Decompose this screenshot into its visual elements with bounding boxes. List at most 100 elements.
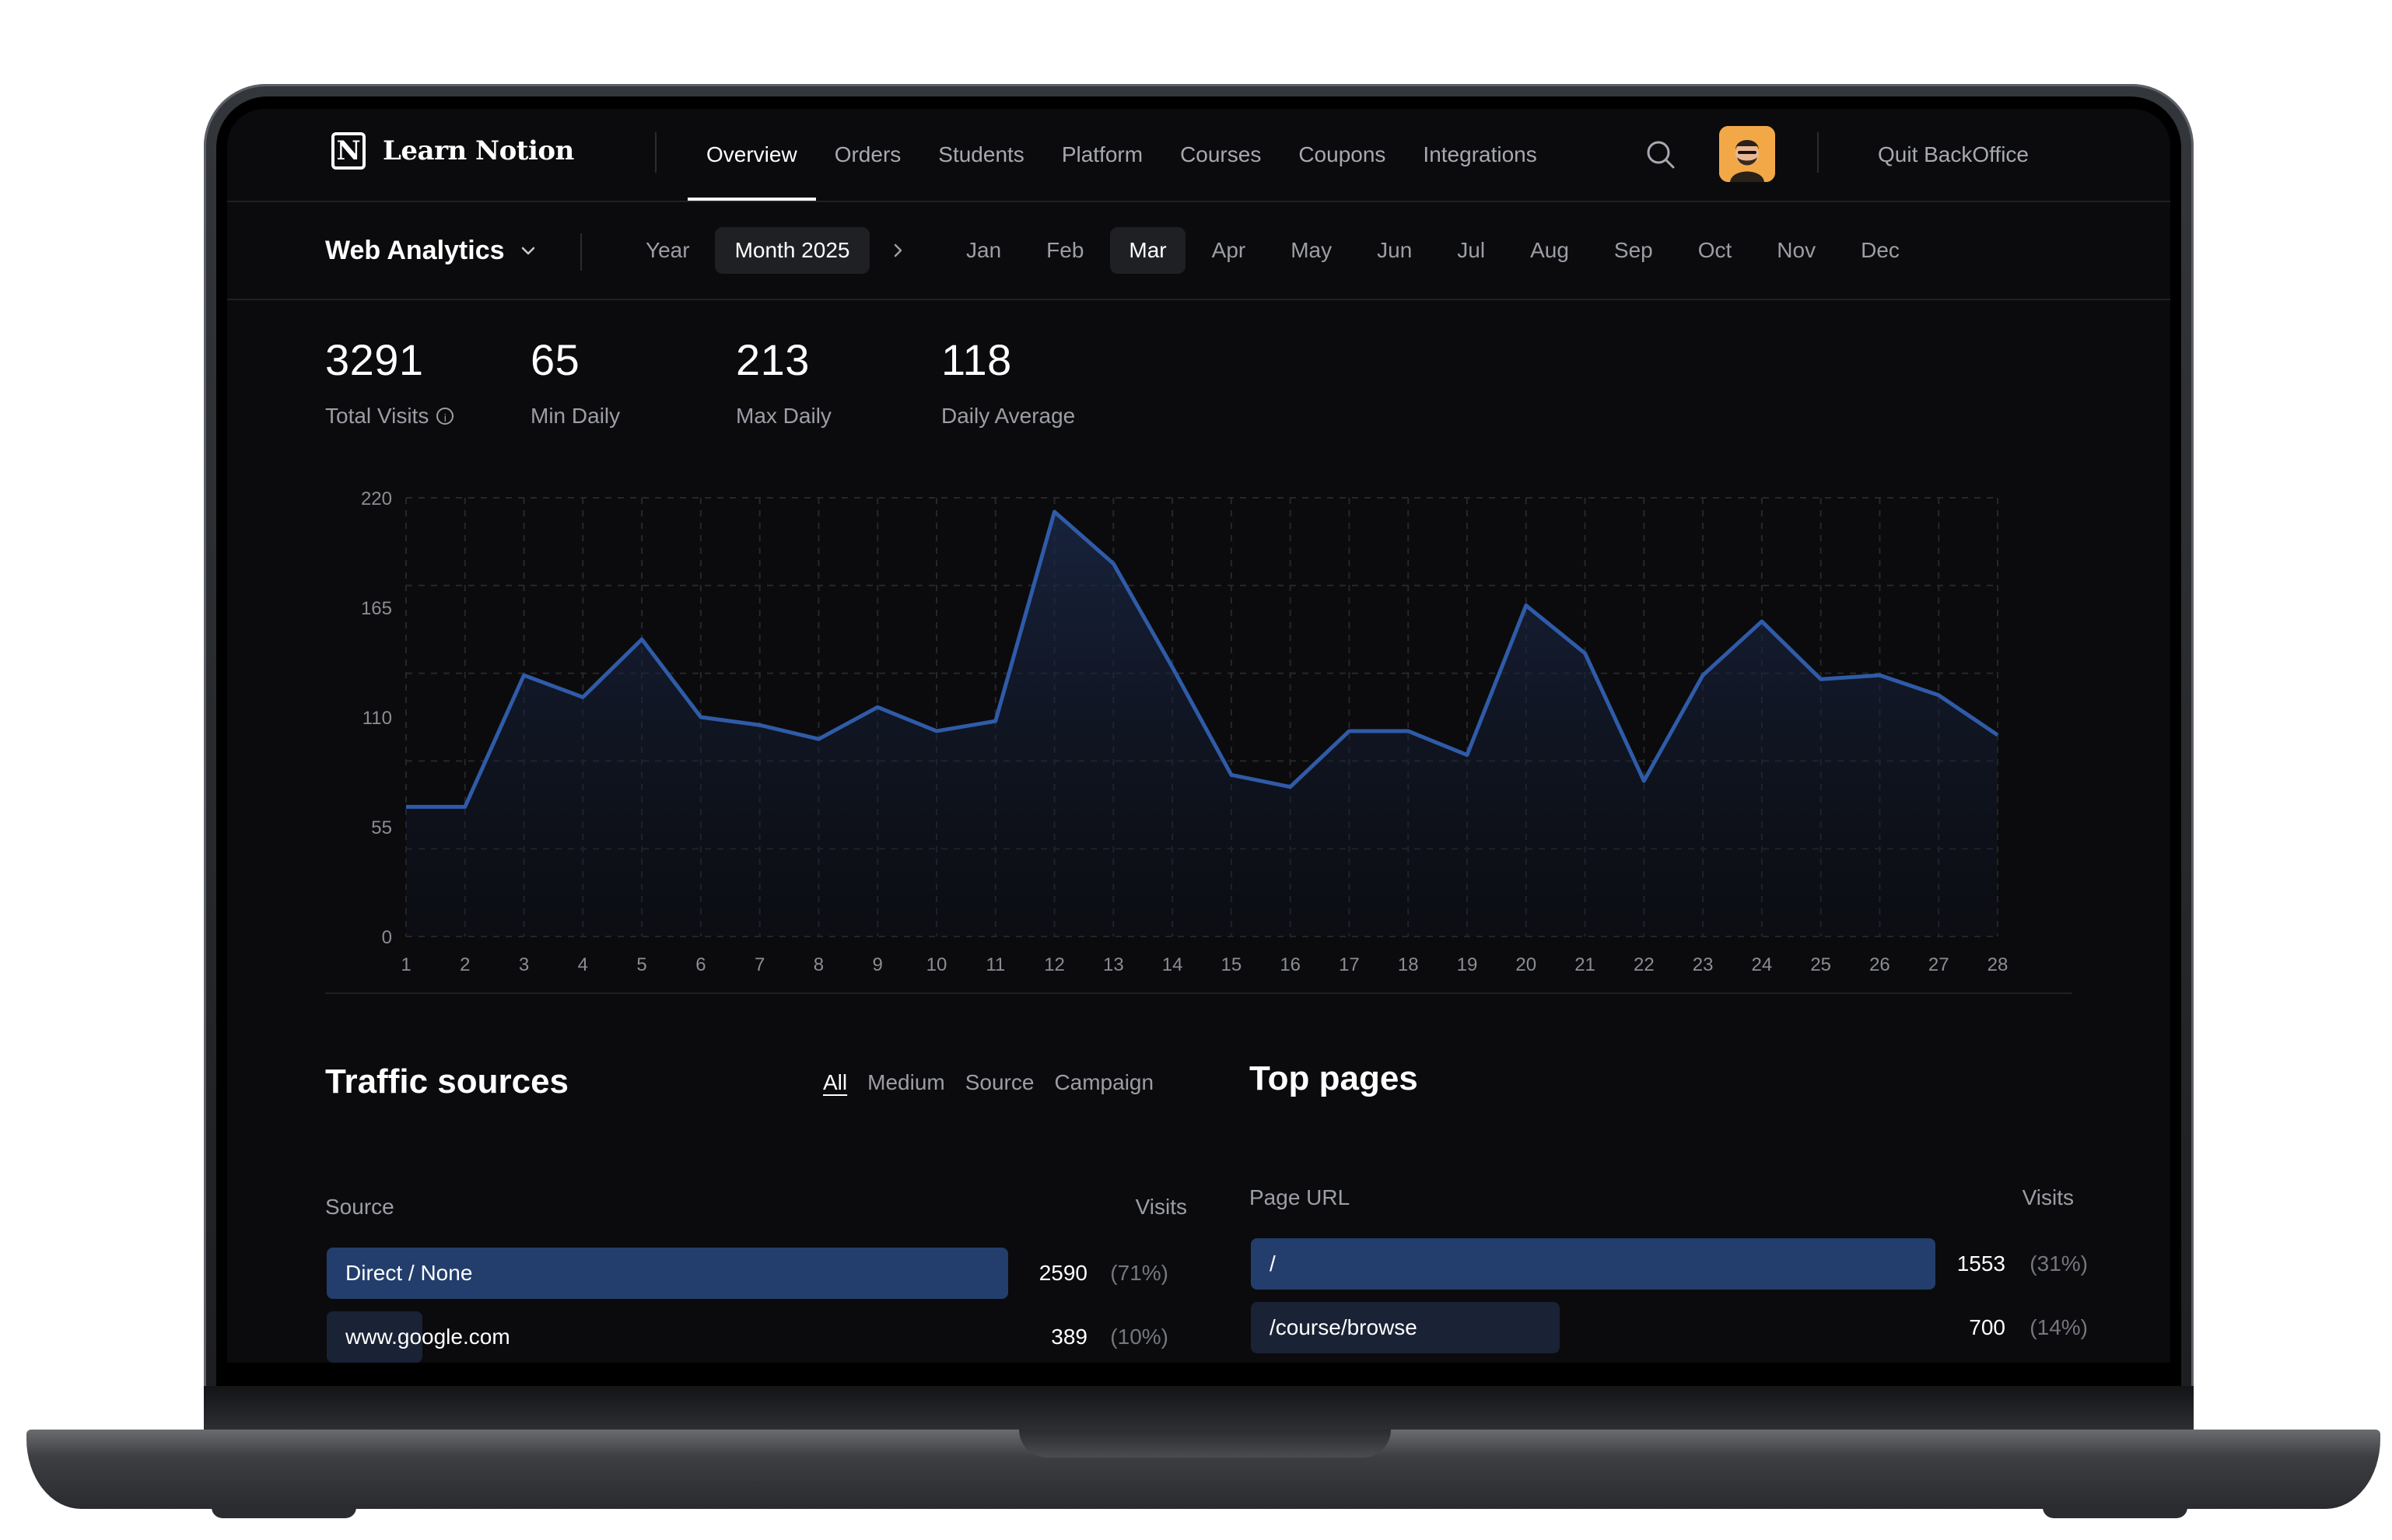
chevron-right-icon[interactable] <box>882 235 913 266</box>
section-divider <box>325 992 2072 994</box>
x-tick-label: 27 <box>1928 954 1949 975</box>
brand-name: Learn Notion <box>383 135 574 166</box>
period-tab-year[interactable]: Year <box>646 238 690 262</box>
stat-value: 213 <box>736 335 810 384</box>
nav-item-orders[interactable]: Orders <box>834 142 902 166</box>
x-tick-label: 5 <box>636 954 646 975</box>
row-visits: 2590 <box>1038 1261 1087 1285</box>
month-tab-jan[interactable]: Jan <box>966 238 1002 262</box>
nav-item-students[interactable]: Students <box>938 142 1024 166</box>
list-row[interactable]: www.google.com 389 (10%) <box>327 1311 1168 1363</box>
x-tick-label: 13 <box>1103 954 1124 975</box>
period-tab-month[interactable]: Month 2025 <box>714 227 870 274</box>
row-label: /course/browse <box>1270 1315 1417 1339</box>
list-row[interactable]: /course/browse 700 (14%) <box>1251 1302 2088 1353</box>
x-tick-label: 16 <box>1280 954 1301 975</box>
notion-logo-icon: N <box>331 132 366 170</box>
stat-min-daily: 65 Min Daily <box>531 334 736 429</box>
nav-item-overview[interactable]: Overview <box>688 109 816 201</box>
y-tick-label: 165 <box>361 598 392 619</box>
x-tick-label: 18 <box>1398 954 1419 975</box>
x-tick-label: 11 <box>986 954 1005 975</box>
share-bar <box>327 1248 1008 1299</box>
brand-logo[interactable]: N Learn Notion <box>331 132 574 170</box>
x-tick-label: 3 <box>519 954 529 975</box>
chevron-down-icon <box>521 247 534 255</box>
x-tick-label: 19 <box>1457 954 1478 975</box>
list-row[interactable]: Direct / None 2590 (71%) <box>327 1248 1168 1299</box>
stat-label: Daily Average <box>941 404 1147 429</box>
x-tick-label: 23 <box>1693 954 1714 975</box>
x-tick-label: 24 <box>1752 954 1773 975</box>
list-row[interactable]: / 1553 (31%) <box>1251 1238 2088 1290</box>
avatar[interactable] <box>1719 126 1775 182</box>
share-bar <box>1251 1302 1560 1353</box>
x-tick-label: 1 <box>401 954 411 975</box>
share-bar <box>327 1311 423 1363</box>
x-tick-label: 14 <box>1162 954 1183 975</box>
stat-label-text: Max Daily <box>736 404 832 428</box>
laptop-hinge <box>204 1386 2194 1431</box>
month-tab-may[interactable]: May <box>1291 238 1333 262</box>
stat-label-text: Daily Average <box>941 404 1076 428</box>
stat-label: Max Daily <box>736 404 941 429</box>
x-tick-label: 8 <box>814 954 824 975</box>
stat-label-text: Min Daily <box>531 404 621 428</box>
month-tab-sep[interactable]: Sep <box>1613 238 1653 262</box>
stats-row: 3291 Total Visits i 65 Min Daily 213 Max Daily… <box>325 334 1147 429</box>
nav-item-integrations[interactable]: Integrations <box>1423 142 1537 166</box>
x-tick-label: 28 <box>1987 954 2009 975</box>
quit-backoffice-link[interactable]: Quit BackOffice <box>1878 142 2030 166</box>
stat-label: Total Visits i <box>325 404 531 429</box>
month-tab-jun[interactable]: Jun <box>1377 238 1413 262</box>
view-selector[interactable]: Web Analytics <box>325 202 538 299</box>
x-tick-label: 12 <box>1044 954 1065 975</box>
y-tick-label: 0 <box>382 927 392 948</box>
row-percent: (14%) <box>2030 1315 2088 1339</box>
row-percent: (31%) <box>2030 1251 2088 1276</box>
month-tab-nov[interactable]: Nov <box>1777 238 1816 262</box>
x-tick-label: 20 <box>1515 954 1536 975</box>
row-percent: (71%) <box>1110 1261 1168 1285</box>
x-tick-label: 21 <box>1574 954 1595 975</box>
source-column-header: Source <box>325 1195 394 1219</box>
filter-campaign[interactable]: Campaign <box>1054 1070 1154 1094</box>
month-tab-aug[interactable]: Aug <box>1530 238 1569 262</box>
x-tick-label: 22 <box>1634 954 1655 975</box>
main-nav: Overview Orders Students Platform Courses Cou… <box>688 109 1556 201</box>
stat-total-visits: 3291 Total Visits i <box>325 334 531 429</box>
visits-column-header: Visits <box>1135 1195 1187 1219</box>
stat-value: 118 <box>941 335 1012 384</box>
filter-source[interactable]: Source <box>965 1070 1035 1094</box>
period-bar: Web Analytics Year Month 2025 Jan Feb Mar A… <box>227 202 2170 300</box>
laptop-notch <box>1019 1430 1391 1458</box>
month-tab-oct[interactable]: Oct <box>1697 238 1732 262</box>
x-tick-label: 4 <box>578 954 588 975</box>
x-tick-label: 9 <box>873 954 883 975</box>
month-tab-apr[interactable]: Apr <box>1211 238 1246 262</box>
share-bar <box>1251 1238 1935 1290</box>
month-tab-mar[interactable]: Mar <box>1110 227 1185 274</box>
row-visits: 700 <box>1969 1315 2005 1339</box>
row-visits: 389 <box>1051 1325 1087 1349</box>
stat-max-daily: 213 Max Daily <box>736 334 941 429</box>
row-percent: (10%) <box>1110 1325 1168 1349</box>
stat-daily-average: 118 Daily Average <box>941 334 1147 429</box>
month-tab-feb[interactable]: Feb <box>1046 238 1084 262</box>
nav-item-coupons[interactable]: Coupons <box>1298 142 1386 166</box>
nav-divider <box>1817 132 1819 173</box>
filter-all[interactable]: All <box>823 1070 848 1094</box>
month-tab-jul[interactable]: Jul <box>1457 238 1486 262</box>
laptop-foot <box>212 1506 356 1518</box>
x-tick-label: 10 <box>926 954 947 975</box>
stat-value: 65 <box>531 335 580 384</box>
nav-divider <box>655 132 657 173</box>
filter-medium[interactable]: Medium <box>867 1070 945 1094</box>
search-icon[interactable] <box>1643 137 1679 173</box>
nav-item-platform[interactable]: Platform <box>1061 142 1143 166</box>
nav-item-courses[interactable]: Courses <box>1180 142 1262 166</box>
info-icon[interactable]: i <box>436 408 454 425</box>
series-line <box>406 509 1999 809</box>
month-tab-dec[interactable]: Dec <box>1861 238 1900 262</box>
y-tick-label: 55 <box>371 817 392 838</box>
